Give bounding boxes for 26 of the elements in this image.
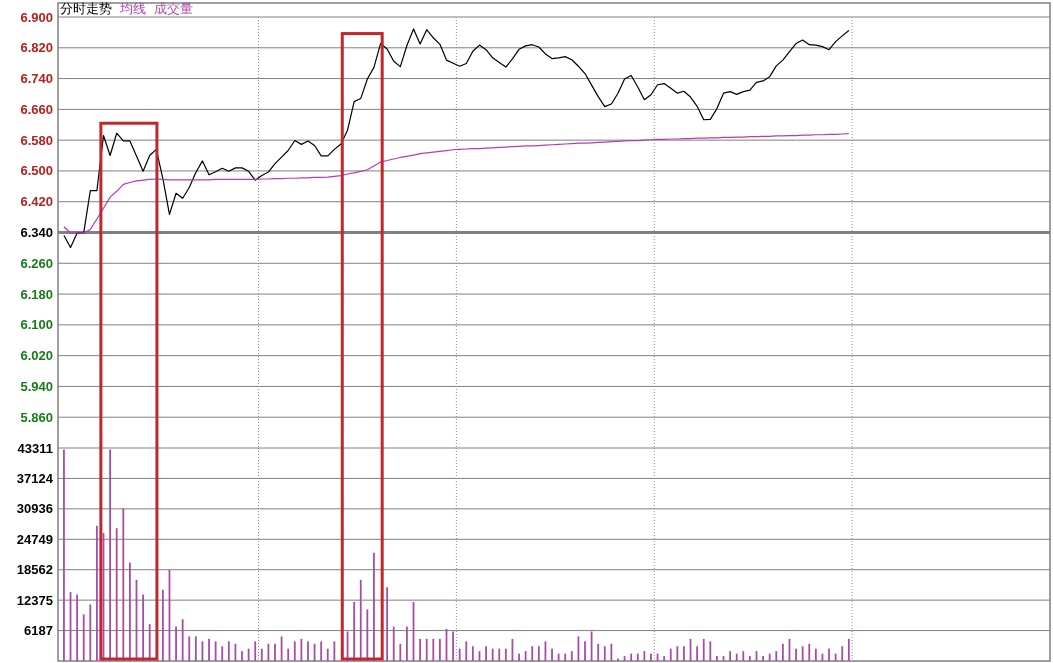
y-tick-label: 6.260 — [20, 255, 53, 271]
y-tick-label: 6.180 — [20, 286, 53, 302]
y-tick-label: 6.740 — [20, 71, 53, 87]
line-series — [63, 28, 850, 249]
y-tick-label: 30936 — [16, 501, 53, 517]
y-tick-label: 6.580 — [20, 132, 53, 148]
y-tick-label: 6187 — [24, 623, 53, 639]
y-tick-label: 5.860 — [20, 409, 53, 425]
y-tick-label: 37124 — [16, 470, 54, 486]
y-tick-label: 18562 — [16, 562, 53, 578]
y-tick-label: 5.940 — [20, 378, 53, 394]
y-tick-label: 6.420 — [20, 194, 53, 210]
y-tick-label: 6.660 — [20, 101, 53, 117]
y-tick-label: 6.500 — [20, 163, 53, 179]
text: 均线 — [119, 1, 146, 16]
y-tick-label: 6.020 — [20, 348, 53, 364]
chart-title: 分时走势 — [60, 1, 112, 16]
text: 成交量 — [154, 1, 193, 16]
y-tick-label: 6.900 — [20, 9, 53, 25]
y-tick-label: 43311 — [17, 440, 53, 456]
y-tick-label: 12375 — [16, 592, 53, 608]
y-tick-label: 6.340 — [20, 225, 53, 240]
line-series — [63, 133, 850, 234]
y-tick-label: 24749 — [16, 531, 53, 547]
y-tick-label: 6.820 — [20, 40, 53, 56]
y-tick-label: 6.100 — [20, 317, 53, 333]
